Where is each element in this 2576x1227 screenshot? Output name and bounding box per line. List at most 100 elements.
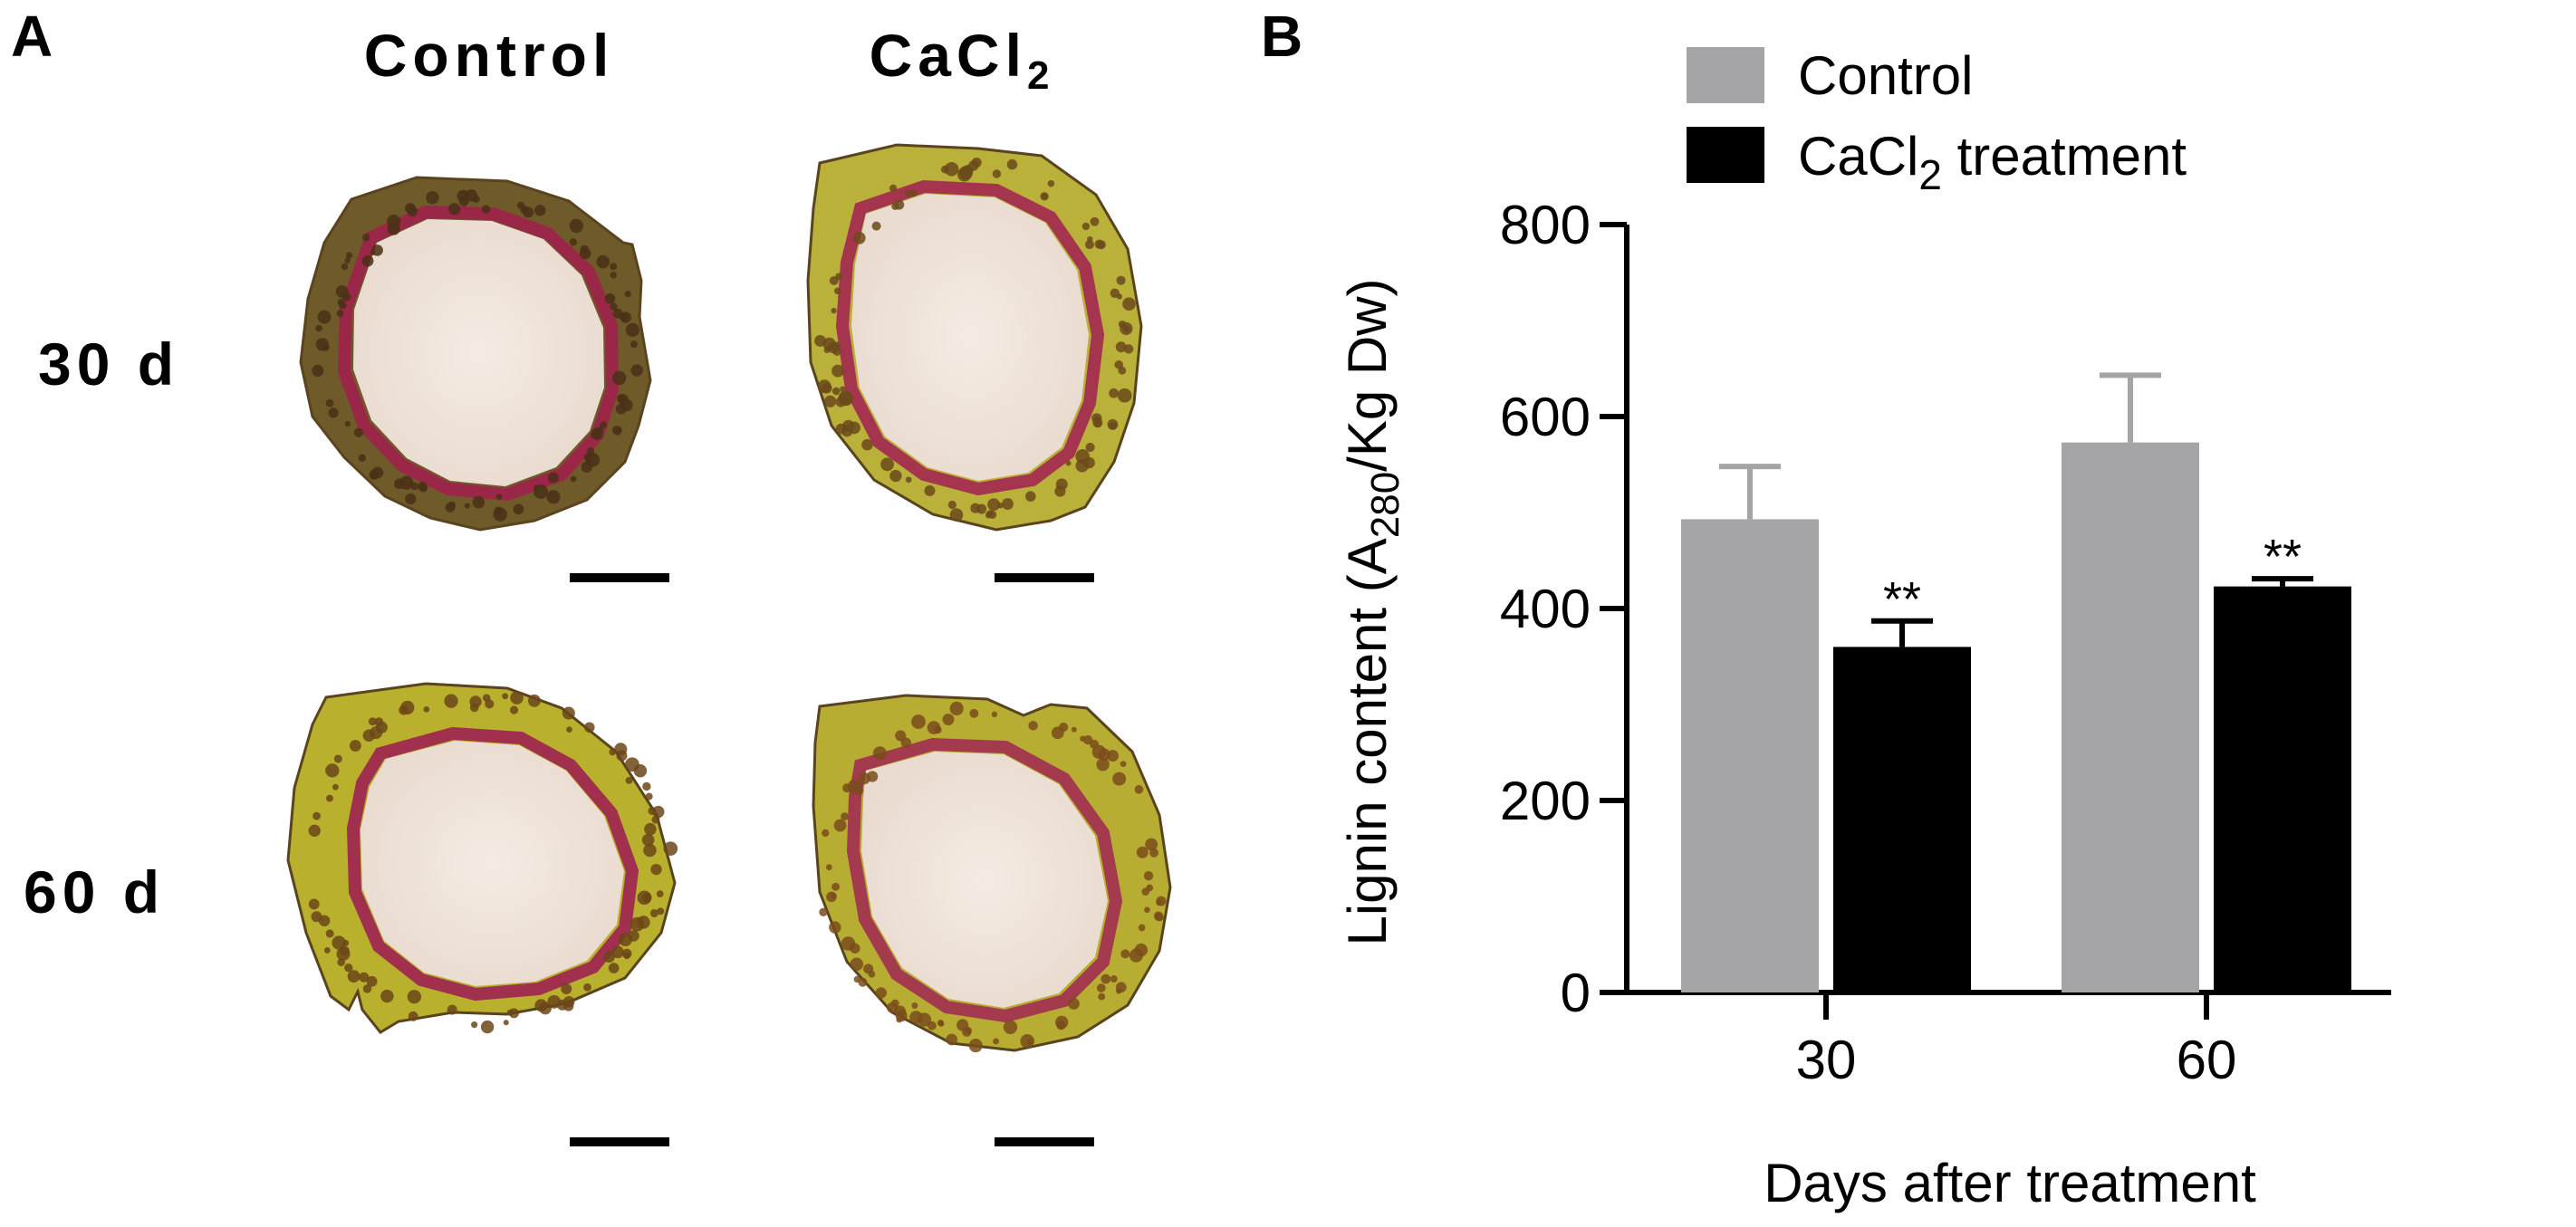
legend-label-cacl2: CaCl2 treatment xyxy=(1798,126,2187,198)
rind-spot xyxy=(861,438,873,451)
rind-spot xyxy=(1101,973,1111,984)
rind-spot xyxy=(534,205,546,216)
rind-spot xyxy=(562,706,575,720)
rind-spot xyxy=(339,301,347,310)
rind-spot xyxy=(502,693,509,700)
rind-spot xyxy=(444,694,458,708)
x-axis-ticks: 30 60 xyxy=(1796,992,2236,1090)
rind-spot xyxy=(825,864,832,871)
rind-spot xyxy=(1028,721,1038,731)
rind-spot xyxy=(410,482,418,491)
rind-spot xyxy=(839,391,853,407)
rind-spot xyxy=(1116,275,1126,285)
rind-spot xyxy=(619,932,633,947)
rind-spot xyxy=(1065,460,1072,466)
rind-spot xyxy=(1144,906,1150,914)
rind-spot xyxy=(997,503,1004,509)
panel-b: B Control CaCl2 treatment Lignin content… xyxy=(1261,4,2391,1213)
rind-spot xyxy=(1085,442,1095,453)
rind-spot xyxy=(1081,222,1091,231)
rind-spot xyxy=(609,748,617,756)
rind-spot xyxy=(643,843,657,858)
rind-spot xyxy=(822,829,830,838)
scale-bar-60d-control xyxy=(570,1137,669,1146)
rind-spot xyxy=(968,1039,983,1053)
bar-control-30 xyxy=(1681,519,1819,992)
rind-spot xyxy=(1040,192,1049,201)
rind-spot xyxy=(523,206,534,218)
rind-spot xyxy=(1047,180,1055,187)
rind-spot xyxy=(596,254,610,269)
y-axis-title: Lignin content (A280/Kg Dw) xyxy=(1337,278,1408,945)
significance-marker: ** xyxy=(1883,572,1921,627)
rind-spot xyxy=(610,272,617,279)
row-header-60d: 60 d xyxy=(24,858,165,925)
rind-spot xyxy=(620,312,631,323)
rind-spot xyxy=(580,244,589,254)
rind-spot xyxy=(841,812,850,821)
significance-marker: ** xyxy=(2264,530,2302,584)
rind-spot xyxy=(585,452,601,467)
rind-spot xyxy=(611,370,627,386)
rind-spot xyxy=(963,164,974,176)
rind-spot xyxy=(347,970,360,983)
rind-spot xyxy=(1068,998,1080,1010)
rind-spot xyxy=(1138,924,1146,932)
rind-spot xyxy=(595,427,603,435)
rind-spot xyxy=(1120,761,1127,767)
rind-spot xyxy=(949,508,964,522)
rind-spot xyxy=(1084,240,1094,250)
rind-spot xyxy=(1075,459,1089,473)
rind-spot xyxy=(325,929,334,938)
y-axis-ticks: 0 200 400 600 800 xyxy=(1500,195,1627,1023)
rind-spot xyxy=(358,454,367,463)
rind-spot xyxy=(457,189,469,202)
rind-spot xyxy=(426,191,439,205)
rind-spot xyxy=(325,763,340,778)
chart-legend: Control CaCl2 treatment xyxy=(1687,45,2187,198)
rind-spot xyxy=(394,478,405,490)
rind-spot xyxy=(340,945,350,956)
rind-spot xyxy=(946,1033,958,1046)
rind-spot xyxy=(1002,498,1014,510)
rind-spot xyxy=(344,420,351,427)
rind-spot xyxy=(965,1027,972,1034)
rind-spot xyxy=(911,714,926,729)
rind-spot xyxy=(359,972,370,983)
rind-spot xyxy=(405,493,417,505)
rind-spot xyxy=(308,898,320,910)
rind-spot xyxy=(630,916,645,932)
rind-spot xyxy=(889,184,898,193)
rind-spot xyxy=(618,394,629,405)
rind-spot xyxy=(336,309,344,317)
rind-spot xyxy=(992,169,1002,178)
rind-spot xyxy=(371,244,383,256)
rind-spot xyxy=(1123,325,1130,333)
rind-spot xyxy=(814,335,826,347)
rind-spot xyxy=(562,995,575,1008)
rind-spot xyxy=(833,287,841,295)
rind-spot xyxy=(480,1020,495,1034)
rind-spot xyxy=(583,983,591,992)
rind-spot xyxy=(1122,297,1136,311)
rind-spot xyxy=(871,221,881,231)
fruit-section-30d-cacl2 xyxy=(806,143,1143,532)
rind-spot xyxy=(841,936,856,951)
rind-spot xyxy=(569,218,584,234)
rind-spot xyxy=(561,983,572,995)
rind-spot xyxy=(471,1021,478,1029)
rind-spot xyxy=(868,970,876,978)
rind-spot xyxy=(1153,911,1163,921)
rind-spot xyxy=(506,1009,514,1016)
rind-spot xyxy=(1145,838,1158,851)
rind-spot xyxy=(362,984,372,993)
rind-spot xyxy=(1156,896,1167,906)
rind-spot xyxy=(513,503,524,515)
rind-spot xyxy=(970,503,981,513)
scale-bar-30d-cacl2 xyxy=(995,573,1094,582)
rind-spot xyxy=(911,1002,918,1009)
rind-spot xyxy=(527,694,541,707)
rind-spot xyxy=(1149,848,1159,858)
rind-spot xyxy=(641,833,655,847)
rind-spot xyxy=(835,423,847,435)
